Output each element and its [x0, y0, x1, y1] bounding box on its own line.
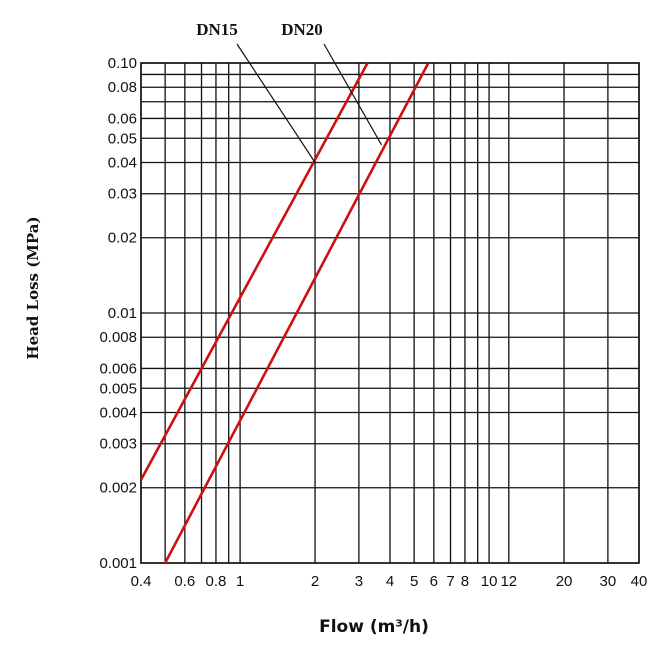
plot-frame — [140, 62, 640, 564]
y-tick-labels: 0.001 0.002 0.003 0.004 0.005 0.006 0.008 0.01 0… — [99, 55, 137, 572]
y-tick-label: 0.002 — [99, 480, 137, 497]
series-labels: DN15 DN20 — [196, 20, 323, 39]
x-tick-label: 0.8 — [206, 573, 227, 590]
y-tick-label: 0.08 — [108, 79, 137, 96]
y-tick-label: 0.008 — [99, 329, 137, 346]
series-line-dn15 — [141, 63, 369, 481]
x-tick-label: 12 — [500, 573, 517, 590]
y-tick-label: 0.01 — [108, 305, 137, 322]
leader-line-dn20 — [323, 43, 383, 146]
y-tick-label: 0.10 — [108, 55, 137, 72]
x-tick-label: 5 — [410, 573, 418, 590]
x-tick-label: 30 — [600, 573, 617, 590]
x-tick-label: 4 — [386, 573, 394, 590]
y-tick-label: 0.004 — [99, 404, 137, 421]
leader-line-dn15 — [236, 43, 316, 163]
x-tick-label: 20 — [556, 573, 573, 590]
y-tick-label: 0.06 — [108, 110, 137, 127]
y-tick-label: 0.02 — [108, 230, 137, 247]
x-tick-label: 40 — [631, 573, 648, 590]
x-tick-label: 6 — [430, 573, 438, 590]
x-axis-title: Flow (m³/h) — [319, 617, 429, 637]
y-tick-label: 0.003 — [99, 436, 137, 453]
y-tick-label: 0.005 — [99, 380, 137, 397]
x-tick-label: 3 — [355, 573, 363, 590]
y-tick-label: 0.03 — [108, 186, 137, 203]
x-tick-label: 10 — [481, 573, 498, 590]
series-label-dn20: DN20 — [281, 20, 323, 39]
x-tick-label: 1 — [236, 573, 244, 590]
y-tick-label: 0.04 — [108, 154, 137, 171]
x-tick-label: 0.6 — [174, 573, 195, 590]
series-lines — [141, 63, 430, 563]
x-tick-label: 2 — [311, 573, 319, 590]
y-tick-label: 0.001 — [99, 555, 137, 572]
x-tick-labels: 0.4 0.6 0.8 1 2 3 4 5 6 7 8 10 12 20 30 40 — [131, 573, 648, 590]
series-line-dn20 — [163, 63, 430, 563]
y-tick-label: 0.05 — [108, 130, 137, 147]
y-axis-title: Head Loss (MPa) — [24, 216, 42, 359]
series-label-dn15: DN15 — [196, 20, 238, 39]
x-tick-label: 0.4 — [131, 573, 152, 590]
x-tick-label: 8 — [461, 573, 469, 590]
x-tick-label: 7 — [446, 573, 454, 590]
y-tick-label: 0.006 — [99, 360, 137, 377]
label-leader-lines — [236, 43, 383, 163]
grid — [140, 62, 640, 564]
